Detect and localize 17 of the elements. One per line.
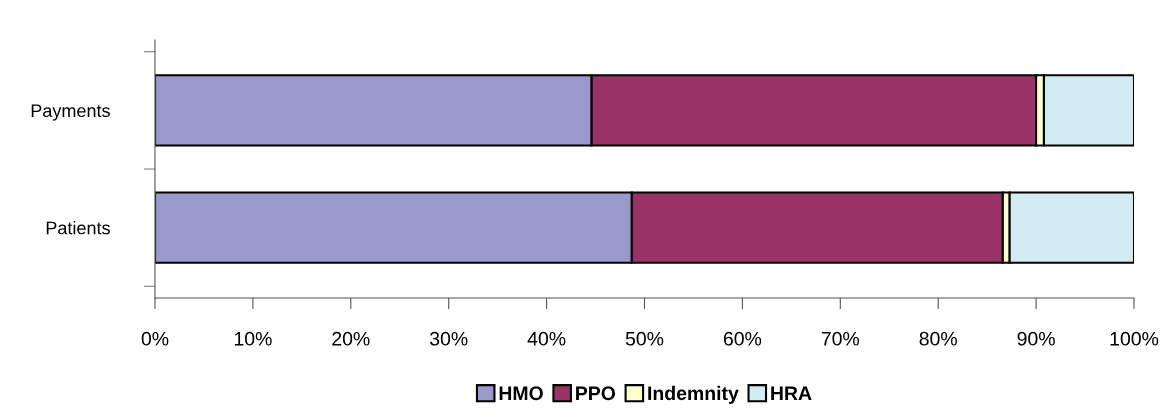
legend-label: PPO	[576, 386, 616, 401]
x-tick-label: 20%	[332, 331, 370, 346]
legend-label: HRA	[771, 386, 812, 400]
x-tick-label: 70%	[821, 331, 860, 346]
x-tick-label: 40%	[527, 331, 566, 346]
x-tick-label: 30%	[429, 331, 468, 346]
x-tick-label: 0%	[141, 331, 169, 346]
legend-label: HMO	[499, 386, 543, 401]
x-tick-label: 100%	[1110, 331, 1159, 346]
x-tick-label: 80%	[919, 331, 957, 346]
x-tick-label: 50%	[625, 331, 664, 346]
legend-label: Indemnity	[648, 385, 739, 404]
x-tick-label: 90%	[1017, 331, 1055, 346]
x-tick-label: 10%	[234, 331, 272, 346]
y-tick-label: Payments	[31, 104, 110, 121]
x-tick-label: 60%	[723, 331, 762, 346]
y-tick-label: Patients	[46, 221, 110, 235]
